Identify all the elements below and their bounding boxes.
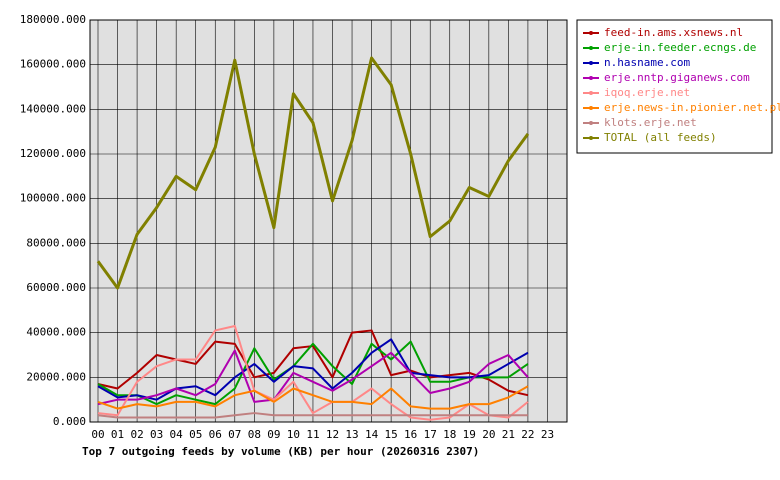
legend-label: n.hasname.com (604, 56, 690, 69)
legend-label: feed-in.ams.xsnews.nl (604, 26, 743, 39)
legend-marker (589, 91, 593, 95)
x-tick-label: 12 (326, 428, 339, 441)
x-tick-label: 09 (267, 428, 280, 441)
x-tick-label: 06 (209, 428, 222, 441)
legend-marker (589, 46, 593, 50)
series-line (97, 340, 529, 406)
x-tick-label: 22 (521, 428, 534, 441)
legend-label: erje-in.feeder.ecngs.de (604, 41, 756, 54)
y-tick-label: 40000.000 (26, 326, 86, 339)
x-tick-label: 19 (463, 428, 476, 441)
x-tick-label: 14 (365, 428, 379, 441)
series-line (97, 385, 529, 410)
legend-label: erje.nntp.giganews.com (604, 71, 750, 84)
x-tick-label: 21 (502, 428, 515, 441)
x-tick-label: 10 (287, 428, 300, 441)
chart-title: Top 7 outgoing feeds by volume (KB) per … (82, 445, 479, 458)
x-tick-label: 04 (170, 428, 184, 441)
y-tick-label: 100000.000 (20, 192, 86, 205)
legend-marker (589, 31, 593, 35)
series-line (96, 56, 530, 290)
plot-area (90, 20, 567, 422)
x-tick-label: 17 (424, 428, 437, 441)
legend-label: klots.erje.net (604, 116, 697, 129)
x-tick-label: 08 (248, 428, 261, 441)
y-tick-label: 20000.000 (26, 370, 86, 383)
legend-marker (589, 106, 593, 110)
series-line (97, 412, 528, 419)
legend-label: iqoq.erje.net (604, 86, 690, 99)
x-tick-label: 11 (306, 428, 319, 441)
legend-marker (589, 136, 593, 140)
legend-label: erje.news-in.pionier.net.pl (604, 101, 780, 114)
x-tick-label: 03 (150, 428, 163, 441)
y-tick-label: 120000.000 (20, 147, 86, 160)
x-tick-label: 18 (443, 428, 456, 441)
x-tick-label: 07 (228, 428, 241, 441)
y-tick-label: 60000.000 (26, 281, 86, 294)
y-tick-label: 180000.000 (20, 13, 86, 26)
x-tick-label: 13 (345, 428, 358, 441)
y-tick-label: 80000.000 (26, 236, 86, 249)
x-tick-label: 20 (482, 428, 495, 441)
series-line (97, 329, 529, 397)
x-tick-label: 23 (541, 428, 554, 441)
series-line (97, 324, 529, 421)
series-line (97, 338, 529, 401)
y-tick-label: 160000.000 (20, 58, 86, 71)
x-tick-label: 01 (111, 428, 124, 441)
legend-box (576, 19, 773, 154)
legend-label: TOTAL (all feeds) (604, 131, 717, 144)
y-tick-label: 140000.000 (20, 102, 86, 115)
x-tick-label: 02 (130, 428, 143, 441)
x-tick-label: 16 (404, 428, 417, 441)
x-tick-label: 05 (189, 428, 202, 441)
legend-marker (589, 76, 593, 80)
y-tick-label: 0.000 (53, 415, 86, 428)
x-tick-label: 00 (91, 428, 104, 441)
legend-marker (589, 121, 593, 125)
x-tick-label: 15 (385, 428, 398, 441)
series-line (97, 349, 529, 406)
plot-border (89, 19, 568, 423)
legend-marker (589, 61, 593, 65)
